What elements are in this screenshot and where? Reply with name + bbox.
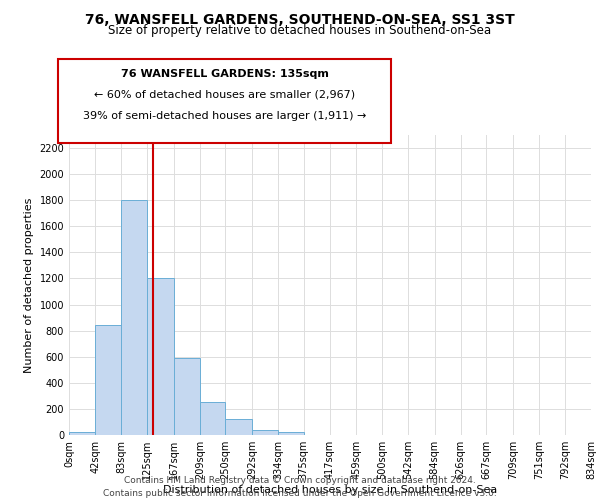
Text: 76 WANSFELL GARDENS: 135sqm: 76 WANSFELL GARDENS: 135sqm — [121, 69, 329, 79]
Text: ← 60% of detached houses are smaller (2,967): ← 60% of detached houses are smaller (2,… — [94, 90, 355, 100]
Bar — [200, 402, 226, 435]
Bar — [121, 200, 147, 435]
Text: Size of property relative to detached houses in Southend-on-Sea: Size of property relative to detached ho… — [109, 24, 491, 37]
Text: 39% of semi-detached houses are larger (1,911) →: 39% of semi-detached houses are larger (… — [83, 111, 367, 121]
Bar — [226, 420, 252, 435]
Text: Contains HM Land Registry data © Crown copyright and database right 2024.
Contai: Contains HM Land Registry data © Crown c… — [103, 476, 497, 498]
Bar — [95, 326, 121, 435]
Bar — [173, 358, 200, 435]
Text: 76, WANSFELL GARDENS, SOUTHEND-ON-SEA, SS1 3ST: 76, WANSFELL GARDENS, SOUTHEND-ON-SEA, S… — [85, 12, 515, 26]
Bar — [69, 432, 95, 435]
Y-axis label: Number of detached properties: Number of detached properties — [24, 198, 34, 372]
X-axis label: Distribution of detached houses by size in Southend-on-Sea: Distribution of detached houses by size … — [163, 485, 497, 495]
Bar — [252, 430, 278, 435]
Bar — [147, 278, 173, 435]
Bar — [278, 432, 304, 435]
